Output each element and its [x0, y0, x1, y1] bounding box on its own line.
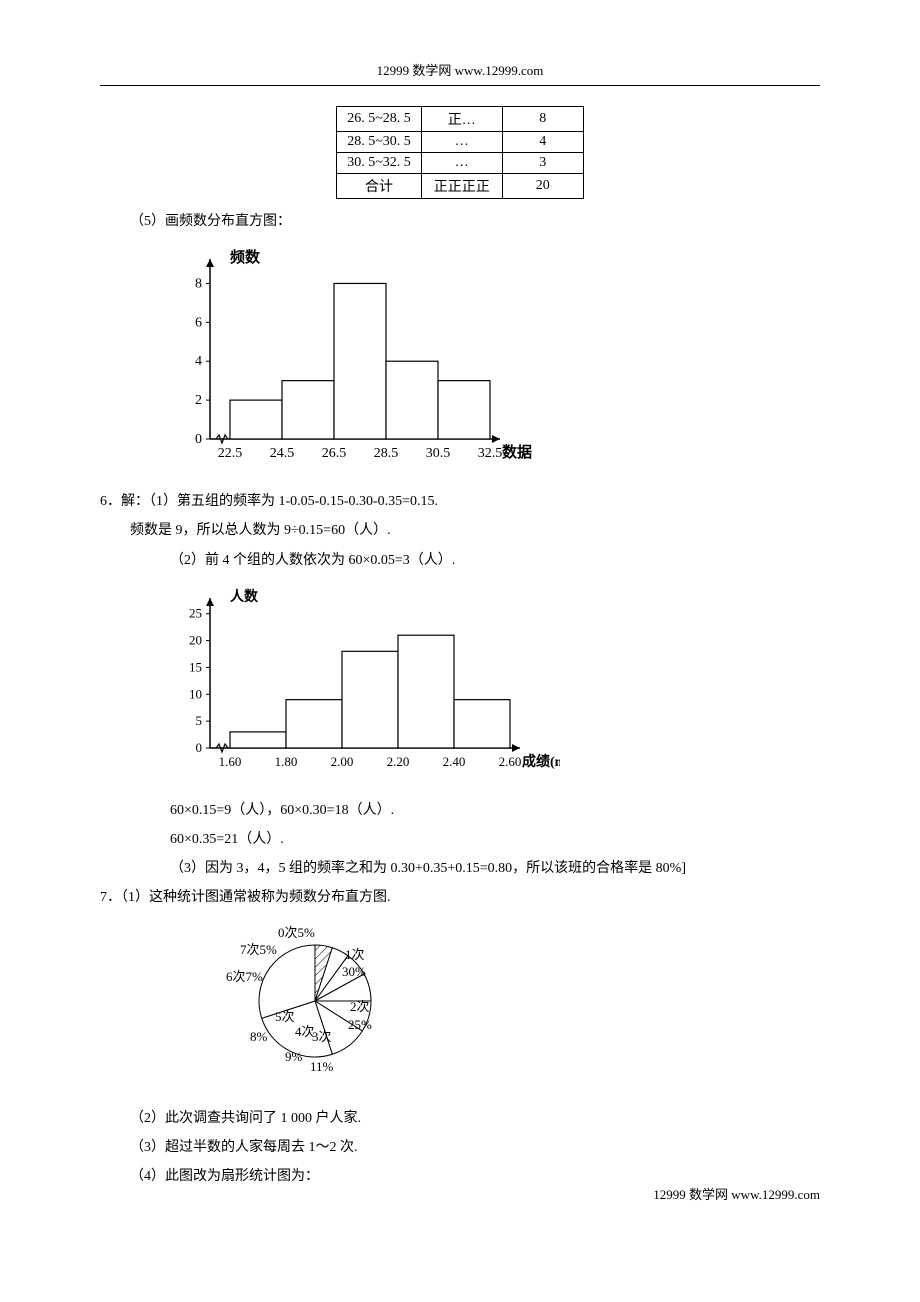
page: 12999 数学网 www.12999.com 26. 5~28. 5正…828… — [0, 0, 920, 1233]
svg-text:24.5: 24.5 — [270, 446, 295, 461]
q7-lines: （2）此次调查共询问了 1 000 户人家. （3）超过半数的人家每周去 1～2 … — [100, 1106, 820, 1190]
svg-text:32.5: 32.5 — [478, 446, 503, 461]
text-line: 频数是 9，所以总人数为 9÷0.15=60（人）. — [100, 518, 820, 543]
svg-text:0: 0 — [195, 432, 202, 447]
pie-chart: 0次5%7次5%6次7%5次8%4次9%3次11%2次25%1次30% — [200, 921, 820, 1096]
table-cell: 合计 — [337, 174, 422, 199]
svg-text:2.20: 2.20 — [387, 754, 410, 769]
step-5-label: （5）画频数分布直方图： — [100, 209, 820, 234]
text-line: 60×0.15=9（人），60×0.30=18（人）. — [100, 798, 820, 823]
table-cell: 28. 5~30. 5 — [337, 132, 422, 153]
table-cell: 26. 5~28. 5 — [337, 107, 422, 132]
histogram-1: 0 2 4 6 8 22.5 24.5 26.5 28.5 30.5 32.5 频数数据 — [160, 244, 820, 479]
svg-text:11%: 11% — [310, 1059, 334, 1074]
svg-text:2.00: 2.00 — [331, 754, 354, 769]
text-line: （3）超过半数的人家每周去 1～2 次. — [100, 1135, 820, 1160]
table-cell: 3 — [502, 153, 583, 174]
text-line: 6．解：（1）第五组的频率为 1-0.05-0.15-0.30-0.35=0.1… — [100, 489, 820, 514]
table-cell: 正… — [421, 107, 502, 132]
q6-solution: 6．解：（1）第五组的频率为 1-0.05-0.15-0.30-0.35=0.1… — [100, 489, 820, 573]
svg-text:25: 25 — [189, 605, 202, 620]
text-line: （2）前 4 个组的人数依次为 60×0.05=3（人）. — [100, 548, 820, 573]
svg-text:22.5: 22.5 — [218, 446, 243, 461]
svg-text:2次: 2次 — [350, 999, 370, 1014]
svg-text:6次7%: 6次7% — [226, 969, 263, 984]
svg-text:30%: 30% — [342, 964, 366, 979]
svg-text:2: 2 — [195, 393, 202, 408]
table-row: 28. 5~30. 5…4 — [337, 132, 584, 153]
svg-text:6: 6 — [195, 316, 202, 331]
svg-text:3次: 3次 — [312, 1029, 332, 1044]
svg-text:7次5%: 7次5% — [240, 942, 277, 957]
text-line: （2）此次调查共询问了 1 000 户人家. — [100, 1106, 820, 1131]
histogram-2: 0 5 10 15 20 25 1.60 1.80 2.00 2.20 2.40 2.60 人数成绩(m… — [160, 583, 820, 788]
svg-text:0: 0 — [196, 740, 203, 755]
svg-text:9%: 9% — [285, 1049, 303, 1064]
svg-text:25%: 25% — [348, 1017, 372, 1032]
table-cell: 正正正正 — [421, 174, 502, 199]
svg-text:2.60: 2.60 — [499, 754, 522, 769]
table-cell: … — [421, 153, 502, 174]
table-cell: 20 — [502, 174, 583, 199]
text-line: 60×0.35=21（人）. — [100, 827, 820, 852]
page-header: 12999 数学网 www.12999.com — [100, 60, 820, 79]
table-row: 26. 5~28. 5正…8 — [337, 107, 584, 132]
svg-text:1次: 1次 — [345, 947, 365, 962]
table-cell: 8 — [502, 107, 583, 132]
q7-intro: 7．（1）这种统计图通常被称为频数分布直方图. — [100, 885, 820, 910]
svg-text:5次: 5次 — [275, 1009, 295, 1024]
table-row: 合计正正正正20 — [337, 174, 584, 199]
table-row: 30. 5~32. 5…3 — [337, 153, 584, 174]
svg-text:4: 4 — [195, 354, 202, 369]
table-cell: 30. 5~32. 5 — [337, 153, 422, 174]
table-cell: 4 — [502, 132, 583, 153]
svg-text:1.60: 1.60 — [219, 754, 242, 769]
frequency-table: 26. 5~28. 5正…828. 5~30. 5…430. 5~32. 5…3… — [336, 106, 584, 199]
svg-text:5: 5 — [196, 713, 203, 728]
svg-text:30.5: 30.5 — [426, 446, 451, 461]
svg-text:人数: 人数 — [230, 588, 259, 605]
header-rule — [100, 85, 820, 86]
svg-text:15: 15 — [189, 659, 202, 674]
svg-text:8: 8 — [195, 277, 202, 292]
svg-text:8%: 8% — [250, 1029, 268, 1044]
svg-text:28.5: 28.5 — [374, 446, 399, 461]
svg-text:2.40: 2.40 — [443, 754, 466, 769]
svg-text:频数: 频数 — [230, 248, 261, 266]
text-line: （3）因为 3，4，5 组的频率之和为 0.30+0.35+0.15=0.80，… — [100, 856, 820, 881]
svg-text:1.80: 1.80 — [275, 754, 298, 769]
svg-text:26.5: 26.5 — [322, 446, 347, 461]
svg-text:10: 10 — [189, 686, 202, 701]
q6-solution-cont: 60×0.15=9（人），60×0.30=18（人）. 60×0.35=21（人）… — [100, 798, 820, 882]
page-footer: 12999 数学网 www.12999.com — [653, 1184, 820, 1203]
table-cell: … — [421, 132, 502, 153]
svg-text:0次5%: 0次5% — [278, 925, 315, 940]
svg-text:20: 20 — [189, 632, 202, 647]
svg-text:成绩(m): 成绩(m) — [522, 753, 560, 770]
svg-text:数据: 数据 — [502, 443, 532, 461]
